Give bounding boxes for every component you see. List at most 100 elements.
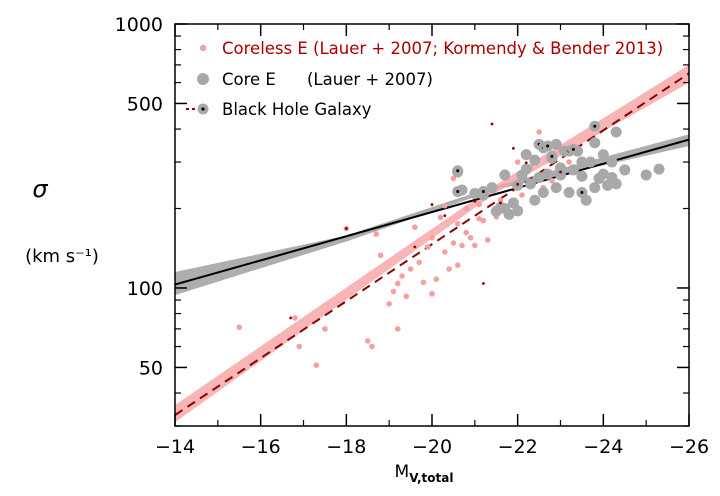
bh-galaxy-point-12 xyxy=(524,161,528,165)
coreless-point-23 xyxy=(433,276,440,282)
bh-galaxy-point-23 xyxy=(443,214,447,218)
bh-galaxy-point-0 xyxy=(289,316,293,320)
legend-label-core: Core E xyxy=(222,70,276,89)
x-tick-label-3: −20 xyxy=(412,436,452,458)
coreless-point-16 xyxy=(407,266,414,272)
bh-galaxy-point-17 xyxy=(559,170,562,174)
coreless-point-0 xyxy=(236,324,243,331)
y-axis-symbol: σ xyxy=(32,175,48,203)
core-point-11 xyxy=(512,205,524,217)
coreless-point-40 xyxy=(480,217,487,224)
core-point-38 xyxy=(619,164,631,176)
core-point-4 xyxy=(486,182,498,194)
legend-label-coreless: Coreless E (Lauer + 2007; Kormendy & Ben… xyxy=(222,39,663,58)
fit-line-0 xyxy=(175,138,689,286)
coreless-point-19 xyxy=(420,279,427,286)
core-point-9 xyxy=(503,208,515,220)
coreless-point-15 xyxy=(403,293,410,300)
coreless-point-22 xyxy=(429,234,435,241)
x-axis-label: MV,total xyxy=(395,462,454,485)
bh-galaxy-point-8 xyxy=(481,189,485,193)
coreless-point-52 xyxy=(566,159,572,165)
core-point-44 xyxy=(537,186,549,198)
legend-marker-coreless xyxy=(199,44,207,52)
coreless-point-27 xyxy=(446,266,452,272)
core-point-15 xyxy=(525,178,537,190)
core-point-45 xyxy=(576,156,588,168)
legend-label-bh: Black Hole Galaxy xyxy=(222,100,372,119)
coreless-point-2 xyxy=(296,343,303,350)
coreless-point-6 xyxy=(364,338,371,344)
coreless-point-32 xyxy=(459,242,465,249)
core-point-25 xyxy=(567,164,579,176)
axis-labels: σ (km s⁻¹) MV,total xyxy=(25,175,453,485)
core-point-41 xyxy=(555,162,566,174)
bh-galaxy-point-19 xyxy=(571,147,575,151)
core-point-39 xyxy=(640,169,652,181)
coreless-point-31 xyxy=(454,262,461,268)
bh-galaxy-point-4 xyxy=(456,169,460,173)
coreless-point-4 xyxy=(322,326,328,332)
core-point-37 xyxy=(610,126,622,138)
coreless-point-50 xyxy=(549,177,555,184)
core-point-16 xyxy=(529,154,541,166)
bh-galaxy-point-20 xyxy=(580,190,584,194)
legend: Coreless E (Lauer + 2007; Kormendy & Ben… xyxy=(186,39,663,119)
core-point-42 xyxy=(550,182,562,194)
core-point-43 xyxy=(529,194,541,206)
x-tick-label-6: −26 xyxy=(669,436,709,458)
coreless-point-26 xyxy=(442,202,448,209)
fit-line-1 xyxy=(175,72,689,416)
bh-galaxy-point-10 xyxy=(511,146,515,150)
coreless-point-35 xyxy=(467,234,474,241)
core-point-19 xyxy=(542,168,554,180)
core-point-30 xyxy=(589,137,601,149)
coreless-point-3 xyxy=(313,362,320,368)
core-point-33 xyxy=(597,168,609,180)
coreless-point-9 xyxy=(377,252,384,259)
core-point-21 xyxy=(550,138,562,150)
bh-galaxy-point-7 xyxy=(482,282,485,285)
coreless-point-21 xyxy=(429,291,435,297)
core-point-2 xyxy=(469,187,481,199)
x-axis-label-main: M xyxy=(395,462,410,482)
coreless-point-25 xyxy=(442,249,448,255)
coreless-point-20 xyxy=(424,244,431,250)
coreless-point-7 xyxy=(369,343,375,350)
core-point-17 xyxy=(533,172,545,184)
coreless-point-17 xyxy=(412,224,418,230)
coreless-point-33 xyxy=(463,229,470,236)
coreless-point-11 xyxy=(390,288,397,295)
bh-galaxy-point-9 xyxy=(499,201,502,205)
coreless-point-34 xyxy=(463,205,470,212)
core-point-46 xyxy=(589,182,601,194)
x-tick-label-0: −14 xyxy=(155,436,195,458)
x-tick-label-1: −16 xyxy=(241,436,281,458)
bh-galaxy-point-21 xyxy=(593,124,597,128)
fit-lines xyxy=(175,72,689,416)
x-tick-label-4: −22 xyxy=(498,436,538,458)
y-tick-label-1: 100 xyxy=(127,278,163,300)
coreless-point-18 xyxy=(416,259,422,266)
legend-marker-bh-center xyxy=(201,107,205,111)
core-point-14 xyxy=(520,163,532,175)
bh-galaxy-point-15 xyxy=(546,144,550,148)
bh-galaxy-point-22 xyxy=(490,122,494,126)
bh-galaxy-point-6 xyxy=(473,199,477,203)
coreless-point-39 xyxy=(476,201,482,208)
y-tick-label-2: 500 xyxy=(127,93,163,115)
coreless-point-13 xyxy=(394,326,401,332)
data-points xyxy=(236,120,665,368)
coreless-point-14 xyxy=(399,273,405,279)
coreless-point-41 xyxy=(484,237,491,243)
coreless-point-30 xyxy=(454,221,461,227)
coreless-point-53 xyxy=(536,129,542,135)
legend-label-core-ref: (Lauer + 2007) xyxy=(307,70,433,89)
x-axis-label-sub: V,total xyxy=(409,471,453,485)
bh-galaxy-point-3 xyxy=(430,203,434,206)
coreless-point-28 xyxy=(450,240,457,246)
coreless-point-46 xyxy=(514,159,521,165)
coreless-point-10 xyxy=(386,301,392,307)
bh-galaxy-point-11 xyxy=(516,182,520,186)
